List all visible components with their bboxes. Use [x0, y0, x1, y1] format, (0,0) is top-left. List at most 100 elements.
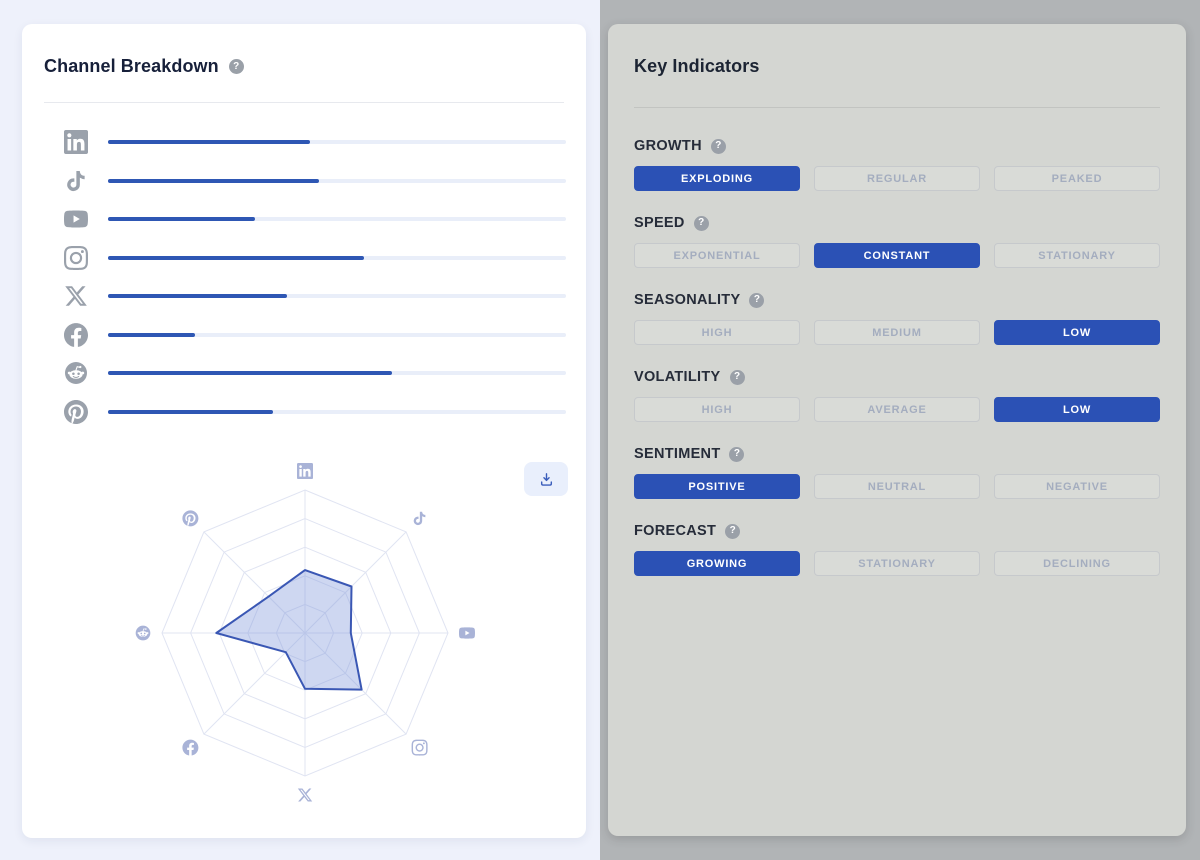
facebook-icon [64, 322, 88, 347]
option-seasonality-high[interactable]: HIGH [634, 320, 800, 345]
channel-bar-track [108, 178, 566, 183]
channel-bar-track [108, 332, 566, 337]
channel-bar-fill [108, 140, 310, 144]
option-seasonality-low[interactable]: LOW [994, 320, 1160, 345]
option-forecast-stationary[interactable]: STATIONARY [814, 551, 980, 576]
facebook-icon [182, 739, 199, 756]
channel-bar-fill [108, 294, 287, 298]
channel-bar-fill [108, 332, 196, 337]
indicator-options-row: HIGH AVERAGE LOW [634, 397, 1160, 422]
linkedin-icon [64, 130, 88, 154]
option-speed-stationary[interactable]: STATIONARY [994, 243, 1160, 268]
youtube-icon [459, 627, 476, 639]
question-mark-icon[interactable]: ? [729, 446, 745, 462]
channel-bar-track [108, 294, 566, 298]
indicator-options-row: HIGH MEDIUM LOW [634, 320, 1160, 345]
download-icon [540, 472, 552, 486]
download-button[interactable] [524, 462, 568, 496]
channel-breakdown-title: Channel Breakdown [44, 56, 219, 76]
pinterest-icon [64, 399, 88, 424]
channel-row-pinterest [64, 399, 566, 424]
linkedin-icon [297, 463, 314, 480]
indicator-section-growth: GROWTH? EXPLODING REGULAR PEAKED [634, 138, 1160, 191]
reddit-icon [64, 361, 88, 385]
channel-bar-track [108, 371, 566, 375]
channel-bar-fill [108, 409, 273, 414]
indicator-sections: GROWTH? EXPLODING REGULAR PEAKED SPEED? EXPON… [608, 108, 1186, 576]
channel-breakdown-card: Channel Breakdown ? [22, 24, 586, 838]
option-forecast-growing[interactable]: GROWING [634, 551, 800, 576]
question-mark-icon[interactable]: ? [228, 59, 244, 74]
indicator-section-header: FORECAST? [634, 523, 1160, 539]
x-icon [64, 284, 88, 308]
indicator-section-speed: SPEED? EXPONENTIAL CONSTANT STATIONARY [634, 215, 1160, 268]
radar-grid-spoke [304, 531, 407, 634]
indicator-options-row: POSITIVE NEUTRAL NEGATIVE [634, 474, 1160, 499]
tiktok-icon [413, 511, 426, 526]
option-volatility-low[interactable]: LOW [994, 397, 1160, 422]
channel-radar-chart [135, 463, 476, 802]
channel-bar-track [108, 255, 566, 260]
key-indicators-title: Key Indicators [634, 56, 760, 76]
channel-bar-fill [108, 371, 392, 375]
indicator-section-header: GROWTH? [634, 138, 1160, 154]
question-mark-icon[interactable]: ? [725, 523, 741, 539]
channel-row-reddit [64, 361, 566, 385]
youtube-icon [64, 207, 88, 231]
indicator-label: SENTIMENT [634, 446, 721, 462]
indicator-options-row: EXPONENTIAL CONSTANT STATIONARY [634, 243, 1160, 268]
key-indicators-panel: Key Indicators GROWTH? EXPLODING REGULAR PE… [600, 0, 1200, 860]
channel-row-facebook [64, 322, 566, 347]
indicator-section-header: SEASONALITY? [634, 292, 1160, 308]
radar-data-polygon [215, 569, 363, 691]
tiktok-icon [64, 169, 88, 193]
option-speed-constant[interactable]: CONSTANT [814, 243, 980, 268]
reddit-icon [135, 625, 151, 641]
key-indicators-header: Key Indicators [608, 24, 1186, 77]
channel-bar-track [108, 140, 566, 144]
indicator-label: FORECAST [634, 523, 717, 539]
header-divider [44, 102, 564, 103]
question-mark-icon[interactable]: ? [729, 369, 745, 385]
channel-breakdown-panel: Channel Breakdown ? [22, 24, 586, 838]
channel-breakdown-header: Channel Breakdown ? [22, 24, 586, 77]
instagram-icon [411, 739, 428, 756]
indicator-options-row: GROWING STATIONARY DECLINING [634, 551, 1160, 576]
option-volatility-average[interactable]: AVERAGE [814, 397, 980, 422]
option-growth-exploding[interactable]: EXPLODING [634, 166, 800, 191]
pinterest-icon [182, 510, 199, 527]
indicator-label: GROWTH [634, 138, 702, 154]
option-volatility-high[interactable]: HIGH [634, 397, 800, 422]
channel-row-instagram [64, 245, 566, 270]
channel-row-linkedin [64, 130, 566, 154]
option-sentiment-positive[interactable]: POSITIVE [634, 474, 800, 499]
indicator-section-header: VOLATILITY? [634, 369, 1160, 385]
option-growth-regular[interactable]: REGULAR [814, 166, 980, 191]
key-indicators-card: Key Indicators GROWTH? EXPLODING REGULAR PE… [608, 24, 1186, 836]
radar-grid-spoke [203, 531, 306, 634]
option-sentiment-neutral[interactable]: NEUTRAL [814, 474, 980, 499]
indicator-section-header: SPEED? [634, 215, 1160, 231]
question-mark-icon[interactable]: ? [693, 215, 709, 231]
indicator-label: SEASONALITY [634, 292, 741, 308]
x-icon [297, 788, 313, 802]
option-forecast-declining[interactable]: DECLINING [994, 551, 1160, 576]
channel-bar-track [108, 409, 566, 414]
channel-row-tiktok [64, 169, 566, 193]
indicator-section-sentiment: SENTIMENT? POSITIVE NEUTRAL NEGATIVE [634, 446, 1160, 499]
option-seasonality-medium[interactable]: MEDIUM [814, 320, 980, 345]
question-mark-icon[interactable]: ? [749, 292, 765, 308]
question-mark-icon[interactable]: ? [710, 138, 726, 154]
indicator-section-forecast: FORECAST? GROWING STATIONARY DECLINING [634, 523, 1160, 576]
option-growth-peaked[interactable]: PEAKED [994, 166, 1160, 191]
channel-bar-track [108, 217, 566, 221]
indicator-label: SPEED [634, 215, 685, 231]
channel-row-x [64, 284, 566, 308]
radar-grid-spoke [203, 632, 306, 735]
option-sentiment-negative[interactable]: NEGATIVE [994, 474, 1160, 499]
radar-grid-spoke [304, 632, 407, 735]
indicator-options-row: EXPLODING REGULAR PEAKED [634, 166, 1160, 191]
instagram-icon [64, 245, 88, 270]
option-speed-exponential[interactable]: EXPONENTIAL [634, 243, 800, 268]
channel-bar-fill [108, 217, 255, 221]
